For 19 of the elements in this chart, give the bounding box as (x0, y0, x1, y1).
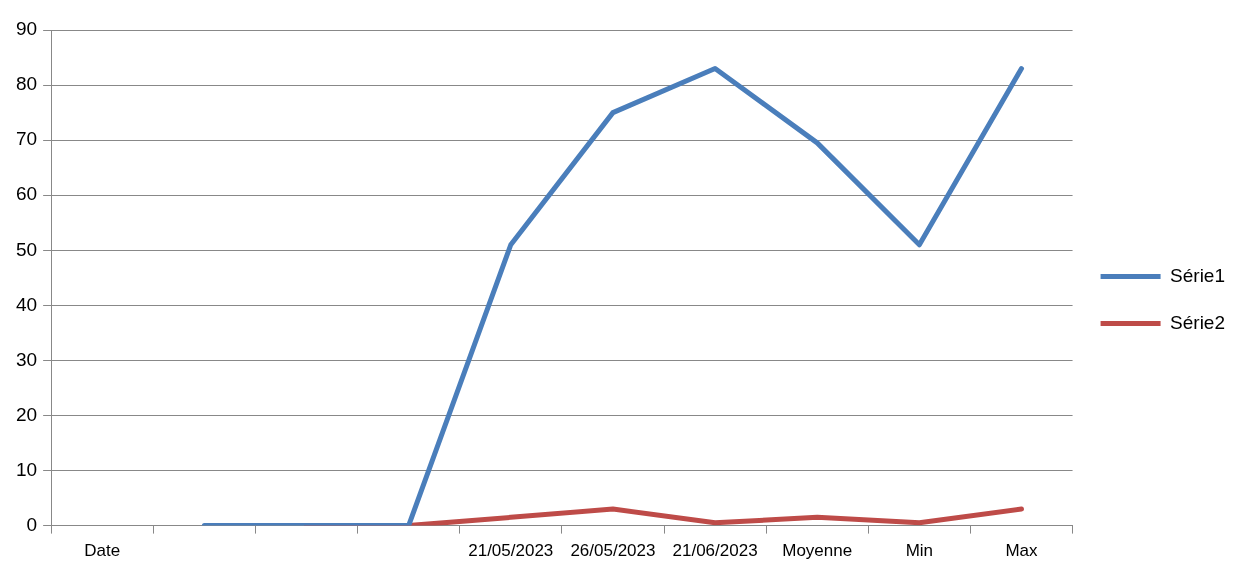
y-tick-label: 90 (15, 18, 38, 40)
x-tick-label: Max (1005, 541, 1039, 561)
x-tick-label: Date (84, 541, 121, 561)
y-tick-label: 40 (15, 293, 38, 315)
y-tick-label: 0 (26, 513, 38, 535)
x-tick-label: Min (905, 541, 934, 561)
y-tick-label: 80 (15, 73, 38, 95)
y-tick-label: 60 (15, 183, 38, 205)
y-tick-label: 70 (15, 128, 38, 150)
x-tick-label: 21/06/2023 (672, 541, 758, 561)
y-tick-label: 50 (15, 238, 38, 260)
y-tick-label: 10 (15, 458, 38, 480)
x-tick-label: 26/05/2023 (570, 541, 656, 561)
x-tick-label: Moyenne (782, 541, 853, 561)
legend-label: Série2 (1170, 311, 1225, 333)
y-tick-label: 30 (15, 348, 38, 370)
y-tick-label: 20 (15, 403, 38, 425)
legend-label: Série1 (1170, 264, 1225, 286)
x-tick-label: 21/05/2023 (468, 541, 554, 561)
